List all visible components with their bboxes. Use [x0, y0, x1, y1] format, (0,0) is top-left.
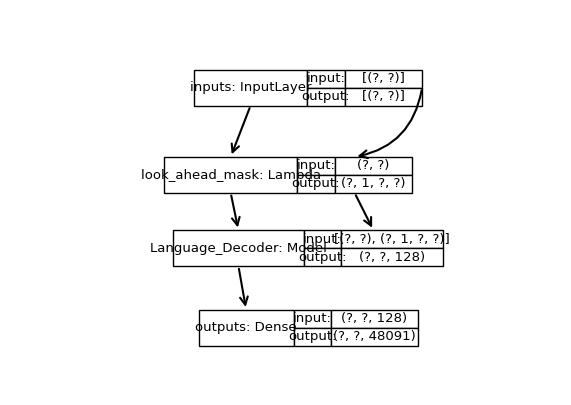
Bar: [335, 175, 412, 193]
Bar: [307, 70, 345, 87]
Text: output:: output:: [292, 177, 340, 190]
Text: output:: output:: [301, 90, 350, 103]
Text: [(?, ?), (?, 1, ?, ?)]: [(?, ?), (?, 1, ?, ?)]: [335, 233, 450, 246]
Bar: [293, 328, 331, 345]
Text: outputs: Dense: outputs: Dense: [195, 321, 297, 334]
Text: [(?, ?)]: [(?, ?)]: [362, 72, 405, 85]
Bar: [199, 310, 293, 345]
Text: (?, ?, 128): (?, ?, 128): [341, 312, 408, 325]
Bar: [345, 70, 422, 87]
Text: [(?, ?)]: [(?, ?)]: [362, 90, 405, 103]
Text: inputs: InputLayer: inputs: InputLayer: [190, 81, 311, 94]
Text: (?, ?, 48091): (?, ?, 48091): [333, 330, 416, 343]
Text: output:: output:: [298, 251, 347, 264]
Bar: [164, 157, 297, 193]
Bar: [194, 70, 307, 106]
Bar: [341, 230, 443, 248]
Bar: [335, 157, 412, 175]
Text: (?, 1, ?, ?): (?, 1, ?, ?): [341, 177, 405, 190]
Text: input:: input:: [296, 160, 335, 173]
Bar: [341, 248, 443, 266]
Text: (?, ?, 128): (?, ?, 128): [359, 251, 425, 264]
Text: (?, ?): (?, ?): [357, 160, 389, 173]
Text: input:: input:: [303, 233, 342, 246]
Text: Language_Decoder: Model: Language_Decoder: Model: [150, 242, 327, 255]
Text: input:: input:: [307, 72, 345, 85]
Text: input:: input:: [293, 312, 332, 325]
Bar: [345, 87, 422, 106]
Bar: [297, 157, 335, 175]
Bar: [293, 310, 331, 328]
Bar: [304, 248, 341, 266]
Bar: [173, 230, 304, 266]
Text: look_ahead_mask: Lambda: look_ahead_mask: Lambda: [140, 168, 321, 181]
Bar: [331, 328, 417, 345]
Bar: [297, 175, 335, 193]
Text: output:: output:: [288, 330, 337, 343]
Bar: [307, 87, 345, 106]
Bar: [331, 310, 417, 328]
Bar: [304, 230, 341, 248]
